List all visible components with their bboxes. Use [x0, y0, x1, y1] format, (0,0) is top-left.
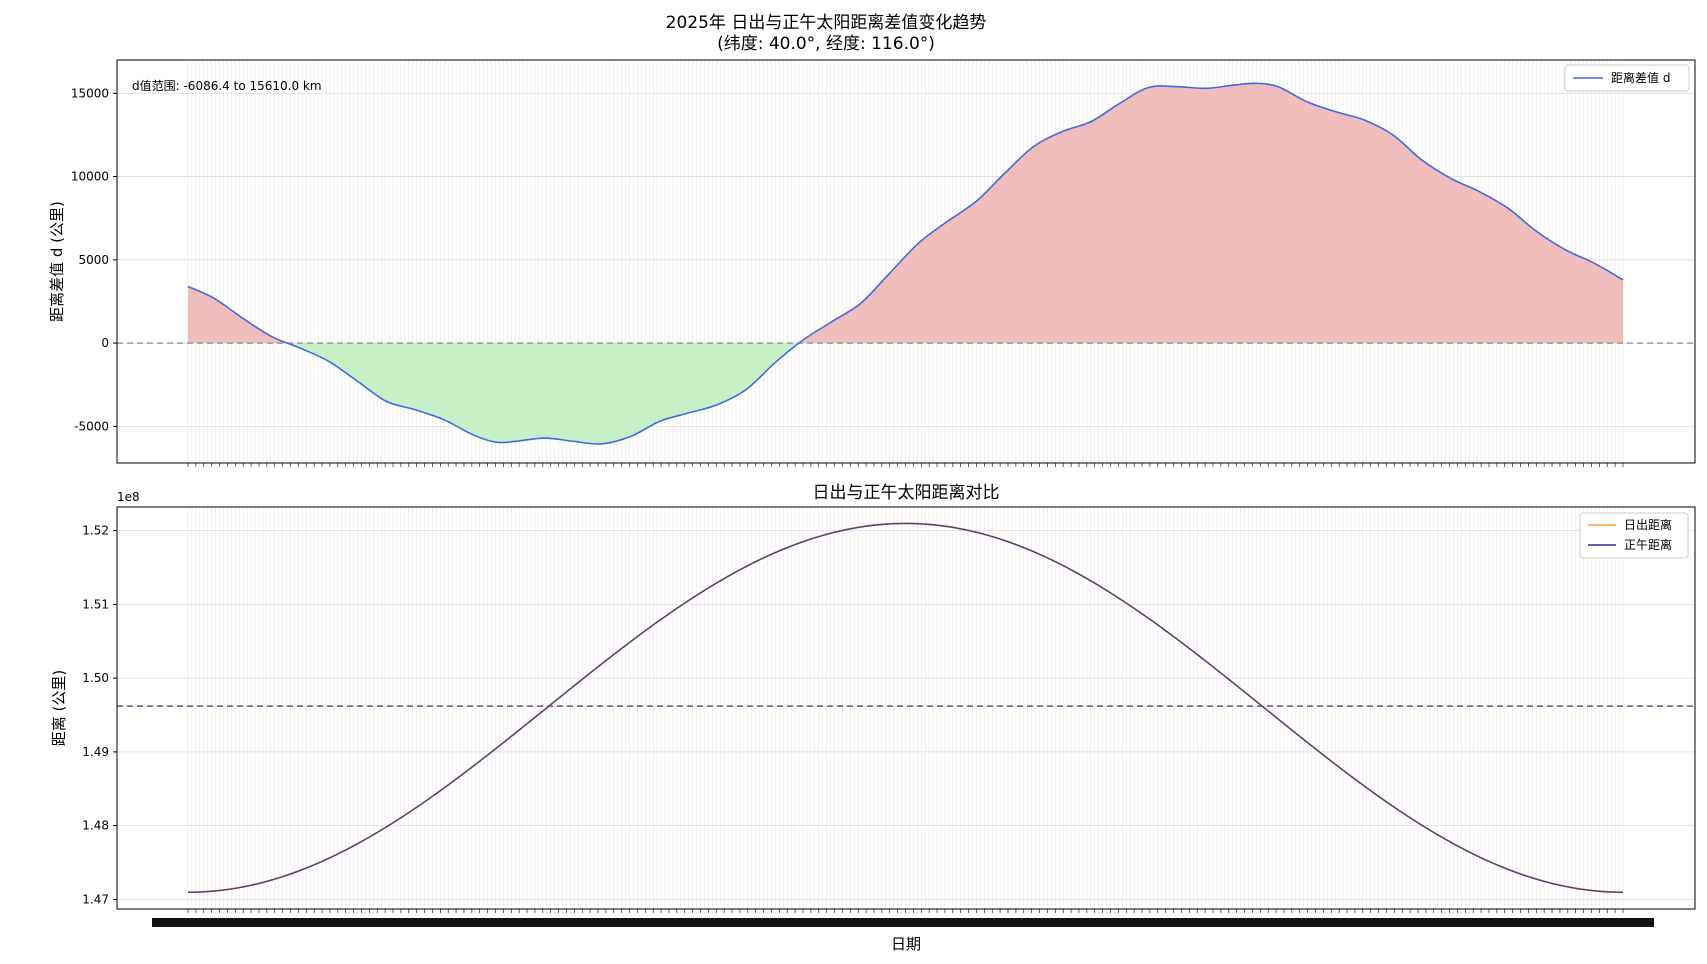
difference-y-tick-label: -5000 [74, 419, 109, 433]
x-axis-label: 日期 [891, 935, 921, 953]
y-offset-label: 1e8 [117, 490, 140, 504]
figure-subtitle: (纬度: 40.0°, 经度: 116.0°) [717, 34, 935, 54]
x-tick-label-band [152, 918, 1654, 927]
difference-panel: -5000 0 5000 10000 15000 d值范围: -6086.4 to 15… [48, 59, 1696, 467]
difference-y-ticks: -5000 0 5000 10000 15000 [71, 86, 117, 433]
distance-y-axis-label: 距离 (公里) [50, 670, 68, 746]
distance-y-tick-label: 1.50 [82, 671, 109, 685]
noon-distance-line [187, 522, 1624, 894]
distance-panel: 日出与正午太阳距离对比 1.47 1.48 1.49 1.50 1.51 1.52 1e8… [50, 483, 1696, 953]
distance-y-tick-label: 1.52 [82, 524, 109, 538]
distance-panel-title: 日出与正午太阳距离对比 [813, 483, 1000, 503]
distance-y-tick-label: 1.49 [82, 745, 109, 759]
difference-y-tick-label: 15000 [71, 86, 109, 100]
difference-axes-frame [116, 59, 1696, 464]
distance-axes-frame [116, 506, 1696, 910]
difference-y-tick-label: 5000 [78, 253, 109, 267]
difference-x-ticks [187, 463, 1624, 467]
distance-grid [117, 507, 1695, 909]
sunrise-legend-label: 日出距离 [1624, 517, 1672, 532]
figure-title: 2025年 日出与正午太阳距离差值变化趋势 [666, 13, 987, 33]
difference-legend-box [1564, 64, 1690, 92]
positive-area-fill [188, 83, 1623, 344]
negative-area-fill [287, 343, 799, 445]
distance-legend: 日出距离 正午距离 [1579, 512, 1689, 559]
difference-fill [188, 83, 1623, 445]
distance-x-ticks [152, 909, 1654, 927]
distance-y-ticks: 1.47 1.48 1.49 1.50 1.51 1.52 [82, 524, 117, 906]
difference-series-line [187, 82, 1624, 445]
distance-y-tick-label: 1.48 [82, 819, 109, 833]
difference-y-tick-label: 10000 [71, 170, 109, 184]
difference-y-axis-label: 距离差值 d (公里) [48, 201, 66, 322]
distance-y-tick-label: 1.47 [82, 892, 109, 906]
noon-legend-label: 正午距离 [1624, 537, 1672, 552]
distance-y-tick-label: 1.51 [82, 597, 109, 611]
difference-legend: 距离差值 d [1564, 64, 1690, 92]
difference-y-tick-label: 0 [101, 336, 109, 350]
difference-legend-label: 距离差值 d [1611, 70, 1670, 85]
d-range-annotation: d值范围: -6086.4 to 15610.0 km [132, 78, 322, 93]
